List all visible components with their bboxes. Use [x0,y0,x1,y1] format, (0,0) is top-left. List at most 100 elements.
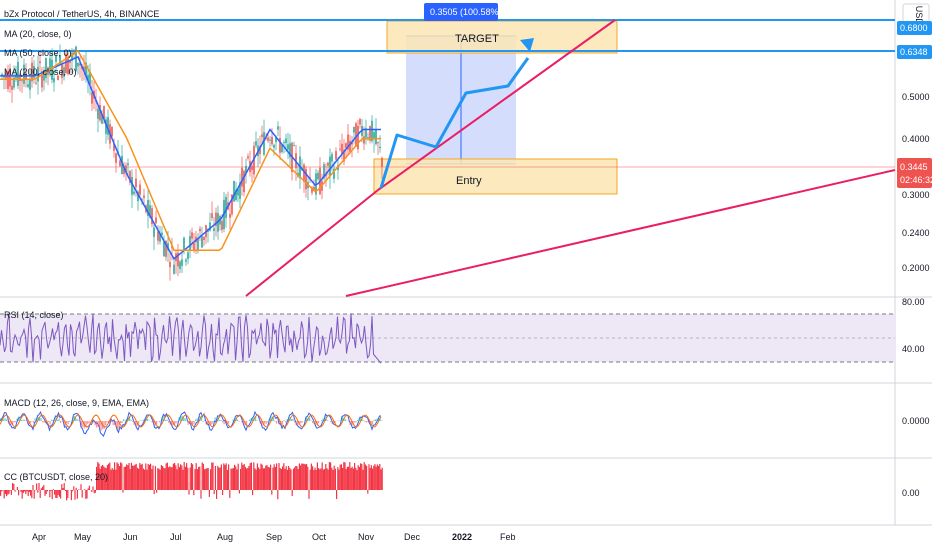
macd-hist-bar [144,419,146,421]
candle-body [163,241,165,257]
macd-hist-bar [298,421,300,425]
cc-bar [86,490,88,499]
trend-line-upper-ext[interactable] [245,189,379,297]
target-zone[interactable] [386,20,618,54]
macd-hist-bar [220,419,222,421]
cc-bar [165,463,167,490]
candle-body [365,128,367,138]
candle-body [17,61,19,86]
legend-macd[interactable]: MACD (12, 26, close, 9, EMA, EMA) [4,398,149,408]
candle-body [131,176,133,195]
candle-body [349,140,351,152]
cc-bar [260,463,262,490]
macd-hist-bar [162,416,164,421]
symbol-title[interactable]: bZx Protocol / TetherUS, 4h, BINANCE [4,9,159,19]
macd-hist-bar [132,421,134,422]
trend-line-upper[interactable] [377,19,616,191]
candle-body [87,74,89,81]
macd-hist-bar [286,419,288,421]
candle-body [273,144,275,148]
macd-hist-bar [294,421,296,423]
legend-ma50[interactable]: MA (50, close, 0) [4,48,72,58]
cc-bar [7,490,9,495]
cc-bar [219,467,221,490]
cc-bar [211,462,213,490]
macd-hist-bar [214,417,216,421]
entry-zone[interactable] [373,158,618,195]
cc-bar [332,469,334,490]
cc-bar [16,486,18,490]
cc-bar [18,490,20,496]
rsi-tick-40: 40.00 [902,344,925,354]
macd-hist-bar [84,421,86,429]
cc-bar [121,463,123,490]
cc-bar [246,468,248,490]
candle-body [359,119,361,125]
cc-bar [58,490,60,497]
cc-bar [126,464,128,490]
candle-body [313,186,315,191]
macd-hist-bar [61,421,63,422]
macd-hist-bar [363,420,365,421]
candle-body [125,165,127,173]
candle-body [101,113,103,124]
trend-line-lower[interactable] [345,169,896,297]
projection-path[interactable] [379,57,530,189]
cc-bar [199,466,201,490]
cc-bar [307,466,309,490]
legend-cc[interactable]: CC (BTCUSDT, close, 20) [4,472,108,482]
macd-hist-bar [307,418,309,421]
macd-hist-bar [264,421,266,424]
candle-body [247,156,249,159]
cc-bar [370,465,372,490]
macd-hist-bar [33,421,35,423]
macd-hist-bar [372,421,374,425]
cc-bar [256,463,258,490]
ma50-line [0,49,381,251]
cc-bar [111,467,113,490]
macd-hist-bar [99,421,101,428]
macd-hist-bar [370,421,372,423]
candle-body [85,62,87,78]
candle-body [71,52,73,61]
cc-bar [238,490,240,494]
legend-rsi[interactable]: RSI (14, close) [4,310,64,320]
candle-body [357,125,359,150]
cc-bar [342,467,344,490]
candle-body [137,191,139,202]
cc-bar [265,465,267,490]
macd-hist-bar [349,421,351,425]
macd-hist-bar [9,421,11,426]
candle-body [255,141,257,146]
macd-hist-bar [174,421,176,425]
cc-bar [91,490,93,492]
macd-hist-bar [193,421,195,424]
macd-hist-bar [295,421,297,425]
time-tick-jul: Jul [170,532,182,542]
time-tick-apr: Apr [32,532,46,542]
candle-body [29,78,31,90]
macd-hist-bar [112,421,114,426]
level-tag-text: 0.6348 [900,47,928,57]
macd-tick-0: 0.0000 [902,416,930,426]
macd-hist-bar [88,421,90,424]
candle-body [339,148,341,150]
legend-ma20[interactable]: MA (20, close, 0) [4,29,72,39]
macd-hist-bar [250,418,252,421]
time-tick-sep: Sep [266,532,282,542]
cc-bar [127,465,129,490]
cc-bar [122,490,124,493]
candle-body [69,61,71,63]
cc-bar [44,490,46,496]
candle-body [371,120,373,142]
cc-bar [78,489,80,490]
candle-body [275,136,277,143]
cc-bar [362,469,364,490]
candle-body [135,178,137,188]
macd-hist-bar [135,421,137,426]
legend-ma200[interactable]: MA (200, close, 0) [4,67,77,77]
macd-hist-bar [66,421,68,424]
cc-bar [198,467,200,490]
macd-hist-bar [325,416,327,421]
